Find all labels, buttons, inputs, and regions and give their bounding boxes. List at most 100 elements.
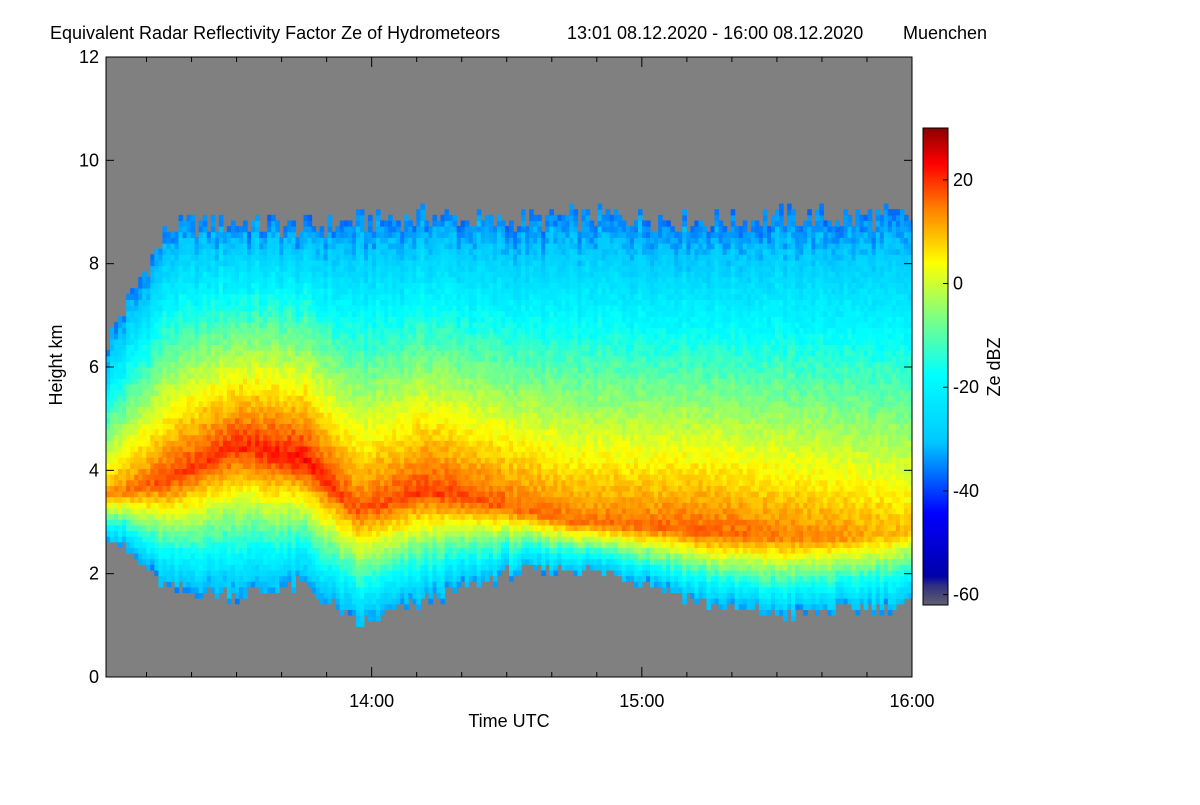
heatmap-cell — [251, 276, 256, 284]
heatmap-cell — [376, 271, 381, 278]
heatmap-cell — [279, 558, 284, 565]
heatmap-cell — [210, 350, 216, 357]
heatmap-cell — [214, 321, 220, 329]
heatmap-cell — [335, 265, 341, 272]
heatmap-cell — [259, 417, 264, 424]
heatmap-cell — [170, 558, 176, 565]
heatmap-cell — [198, 406, 204, 413]
heatmap-cell — [162, 536, 168, 543]
heatmap-cell — [150, 530, 155, 537]
heatmap-cell — [380, 305, 385, 312]
heatmap-cell — [335, 445, 341, 453]
heatmap-cell — [174, 395, 180, 402]
heatmap-cell — [182, 226, 188, 233]
heatmap-cell — [214, 513, 220, 520]
heatmap-cell — [186, 248, 192, 255]
heatmap-cell — [396, 367, 401, 374]
heatmap-cell — [154, 502, 159, 509]
heatmap-cell — [182, 434, 188, 441]
heatmap-cell — [363, 547, 369, 554]
heatmap-cell — [311, 479, 317, 486]
heatmap-cell — [416, 265, 421, 272]
heatmap-cell — [222, 502, 228, 509]
heatmap-cell — [363, 429, 369, 436]
heatmap-cell — [371, 350, 377, 357]
heatmap-cell — [178, 389, 184, 396]
heatmap-cell — [122, 468, 127, 475]
heatmap-cell — [154, 327, 159, 334]
heatmap-cell — [412, 288, 417, 295]
heatmap-cell — [347, 513, 353, 520]
heatmap-cell — [371, 530, 377, 537]
heatmap-cell — [412, 541, 417, 548]
heatmap-cell — [210, 412, 216, 419]
heatmap-cell — [138, 344, 143, 351]
heatmap-cell — [343, 344, 349, 351]
heatmap-cell — [206, 462, 212, 470]
heatmap-cell — [376, 524, 381, 532]
heatmap-cell — [376, 220, 381, 227]
heatmap-cell — [335, 412, 341, 419]
heatmap-cell — [251, 536, 256, 543]
heatmap-cell — [247, 445, 252, 453]
heatmap-cell — [287, 541, 292, 548]
heatmap-cell — [363, 321, 369, 329]
heatmap-cell — [400, 502, 405, 509]
heatmap-cell — [380, 288, 385, 295]
heatmap-cell — [267, 254, 272, 261]
heatmap-cell — [376, 564, 381, 571]
heatmap-cell — [307, 564, 313, 571]
heatmap-cell — [412, 237, 417, 244]
heatmap-cell — [130, 395, 135, 402]
heatmap-cell — [376, 344, 381, 351]
heatmap-cell — [190, 440, 196, 447]
heatmap-cell — [384, 220, 389, 227]
heatmap-cell — [130, 541, 135, 548]
heatmap-cell — [190, 423, 196, 430]
heatmap-cell — [234, 513, 240, 520]
heatmap-cell — [412, 558, 417, 565]
heatmap-cell — [291, 350, 297, 357]
heatmap-cell — [327, 259, 333, 267]
heatmap-cell — [230, 423, 236, 430]
heatmap-cell — [190, 445, 196, 453]
heatmap-cell — [331, 276, 337, 284]
heatmap-cell — [210, 288, 216, 295]
heatmap-cell — [339, 231, 345, 238]
heatmap-cell — [363, 581, 369, 588]
heatmap-cell — [150, 536, 155, 543]
heatmap-cell — [259, 282, 264, 289]
heatmap-cell — [291, 507, 297, 515]
heatmap-cell — [130, 474, 135, 481]
heatmap-cell — [202, 468, 208, 475]
heatmap-cell — [255, 333, 260, 340]
heatmap-cell — [243, 310, 248, 317]
heatmap-cell — [226, 248, 232, 255]
heatmap-cell — [283, 231, 288, 238]
heatmap-cell — [323, 265, 329, 272]
heatmap-cell — [110, 338, 115, 346]
heatmap-cell — [323, 288, 329, 295]
heatmap-cell — [283, 226, 288, 233]
heatmap-cell — [343, 282, 349, 289]
heatmap-cell — [359, 248, 365, 255]
heatmap-cell — [178, 417, 184, 424]
heatmap-cell — [130, 355, 135, 362]
heatmap-cell — [339, 541, 345, 548]
heatmap-cell — [335, 451, 341, 458]
heatmap-cell — [323, 496, 329, 503]
heatmap-cell — [347, 338, 353, 346]
heatmap-cell — [138, 321, 143, 329]
heatmap-cell — [238, 327, 244, 334]
heatmap-cell — [150, 276, 155, 284]
heatmap-cell — [335, 406, 341, 413]
heatmap-cell — [251, 327, 256, 334]
heatmap-cell — [158, 293, 164, 300]
heatmap-cell — [243, 367, 248, 374]
heatmap-cell — [214, 412, 220, 419]
heatmap-cell — [230, 231, 236, 238]
heatmap-cell — [371, 378, 377, 385]
heatmap-cell — [327, 305, 333, 312]
heatmap-cell — [130, 288, 135, 295]
heatmap-cell — [162, 389, 168, 396]
